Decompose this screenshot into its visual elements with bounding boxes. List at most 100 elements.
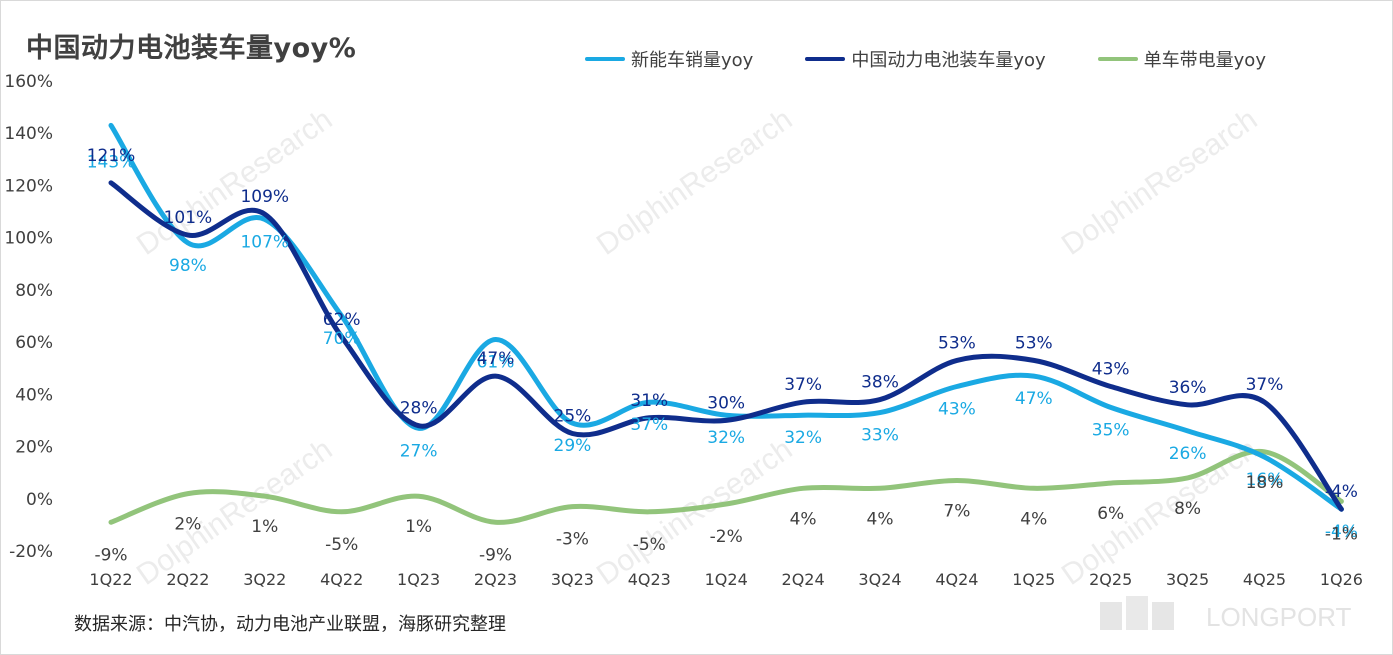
y-tick-label: 40% [15,385,53,405]
data-labels: 143% 98% 107% 70% 27% 61% 29% 37% 32% 32% 33% 43% 47… [87,146,1358,565]
x-tick-label: 3Q23 [551,570,594,589]
data-label-nev-sales: 27% [400,441,438,461]
data-label-per-vehicle: -9% [94,545,127,565]
data-label-nev-sales: -4% [1325,522,1358,542]
legend-item-battery-install: 中国动力电池装车量yoy [805,46,1046,72]
x-tick-label: 3Q22 [243,570,286,589]
y-tick-label: 120% [4,176,53,196]
data-label-battery-install: 53% [1015,333,1053,353]
data-label-nev-sales: 43% [938,400,976,420]
data-label-nev-sales: 29% [554,436,592,456]
data-label-battery-install: -4% [1325,482,1358,502]
data-label-battery-install: 37% [1246,375,1284,395]
data-label-nev-sales: 70% [323,329,361,349]
data-label-nev-sales: 47% [1015,389,1053,409]
watermark-layer: DolphinResearch DolphinResearch DolphinRes… [131,103,1263,592]
brand-wordmark: LONGPORT [1206,602,1352,632]
data-label-per-vehicle: -1% [1325,524,1358,544]
data-label-per-vehicle: 4% [867,509,894,529]
data-label-battery-install: 30% [707,393,745,413]
x-tick-label: 1Q23 [397,570,440,589]
data-label-nev-sales: 32% [784,428,822,448]
data-label-per-vehicle: 2% [174,515,201,535]
longport-logo: LONGPORT [1100,596,1352,632]
x-tick-label: 2Q24 [782,570,825,589]
data-label-battery-install: 121% [87,146,136,166]
data-label-per-vehicle: 1% [405,517,432,537]
data-label-nev-sales: 143% [87,152,136,172]
data-label-per-vehicle: 18% [1246,473,1284,493]
legend: 新能车销量yoy 中国动力电池装车量yoy 单车带电量yoy [585,46,1318,72]
y-tick-label: 140% [4,124,53,144]
logo-block-icon [1126,596,1148,630]
data-label-battery-install: 36% [1169,378,1207,398]
x-tick-label: 3Q24 [858,570,901,589]
x-tick-label: 2Q23 [474,570,517,589]
data-label-per-vehicle: -5% [633,535,666,555]
y-tick-label: 0% [26,490,53,510]
legend-item-nev-sales: 新能车销量yoy [585,46,753,72]
data-label-battery-install: 47% [477,349,515,369]
data-label-battery-install: 101% [164,208,213,228]
legend-swatch-per-vehicle [1097,57,1138,61]
x-tick-label: 4Q22 [320,570,363,589]
watermark-text: DolphinResearch [591,103,798,262]
x-tick-label: 1Q26 [1320,570,1363,589]
legend-swatch-battery-install [805,57,846,61]
x-tick-label: 2Q22 [166,570,209,589]
data-label-per-vehicle: 1% [251,517,278,537]
watermark-text: DolphinResearch [1056,103,1263,262]
data-label-battery-install: 53% [938,333,976,353]
x-tick-label: 1Q24 [705,570,748,589]
legend-label-battery-install: 中国动力电池装车量yoy [851,50,1046,71]
data-label-battery-install: 31% [630,391,668,411]
data-label-per-vehicle: -3% [556,530,589,550]
chart-title: 中国动力电池装车量yoy% [26,33,357,64]
y-tick-label: 20% [15,438,53,458]
data-label-battery-install: 109% [240,187,289,207]
x-tick-label: 4Q23 [628,570,671,589]
data-label-per-vehicle: -2% [710,527,743,547]
series-line-battery-install [108,180,1344,512]
data-label-per-vehicle: -9% [479,545,512,565]
x-axis: 1Q22 2Q22 3Q22 4Q22 1Q23 2Q23 3Q23 4Q23 1Q24 2Q24… [89,570,1363,589]
data-label-battery-install: 62% [323,310,361,330]
x-tick-label: 3Q25 [1166,570,1209,589]
y-tick-label: -20% [9,542,53,562]
data-label-nev-sales: 33% [861,426,899,446]
y-tick-label: 160% [4,72,53,92]
legend-label-nev-sales: 新能车销量yoy [631,50,754,71]
data-label-battery-install: 25% [554,407,592,427]
y-tick-label: 60% [15,333,53,353]
logo-block-icon [1152,602,1174,630]
legend-label-per-vehicle: 单车带电量yoy [1143,50,1266,71]
data-label-nev-sales: 26% [1169,444,1207,464]
x-tick-label: 2Q25 [1089,570,1132,589]
series-lines [108,122,1344,525]
data-label-nev-sales: 107% [240,232,289,252]
watermark-text: DolphinResearch [131,433,338,592]
data-label-per-vehicle: 4% [790,509,817,529]
y-tick-label: 80% [15,281,53,301]
source-note: 数据来源：中汽协，动力电池产业联盟，海豚研究整理 [74,614,506,635]
data-label-battery-install: 38% [861,373,899,393]
data-label-nev-sales: 32% [707,428,745,448]
data-label-battery-install: 28% [400,399,438,419]
data-label-per-vehicle: 4% [1020,509,1047,529]
x-tick-label: 4Q25 [1243,570,1286,589]
y-tick-label: 100% [4,229,53,249]
data-label-nev-sales: 35% [1092,420,1130,440]
series-line-per-vehicle [108,448,1344,525]
x-tick-label: 1Q22 [89,570,132,589]
legend-item-per-vehicle: 单车带电量yoy [1097,46,1266,72]
data-label-nev-sales: 16% [1246,470,1284,490]
legend-swatch-nev-sales [585,57,625,61]
data-label-per-vehicle: -5% [325,535,358,555]
watermark-text: DolphinResearch [131,103,338,262]
data-label-battery-install: 43% [1092,360,1130,380]
x-tick-label: 4Q24 [935,570,978,589]
data-label-per-vehicle: 6% [1097,504,1124,524]
data-label-nev-sales: 37% [630,415,668,435]
data-label-nev-sales: 98% [169,256,207,276]
